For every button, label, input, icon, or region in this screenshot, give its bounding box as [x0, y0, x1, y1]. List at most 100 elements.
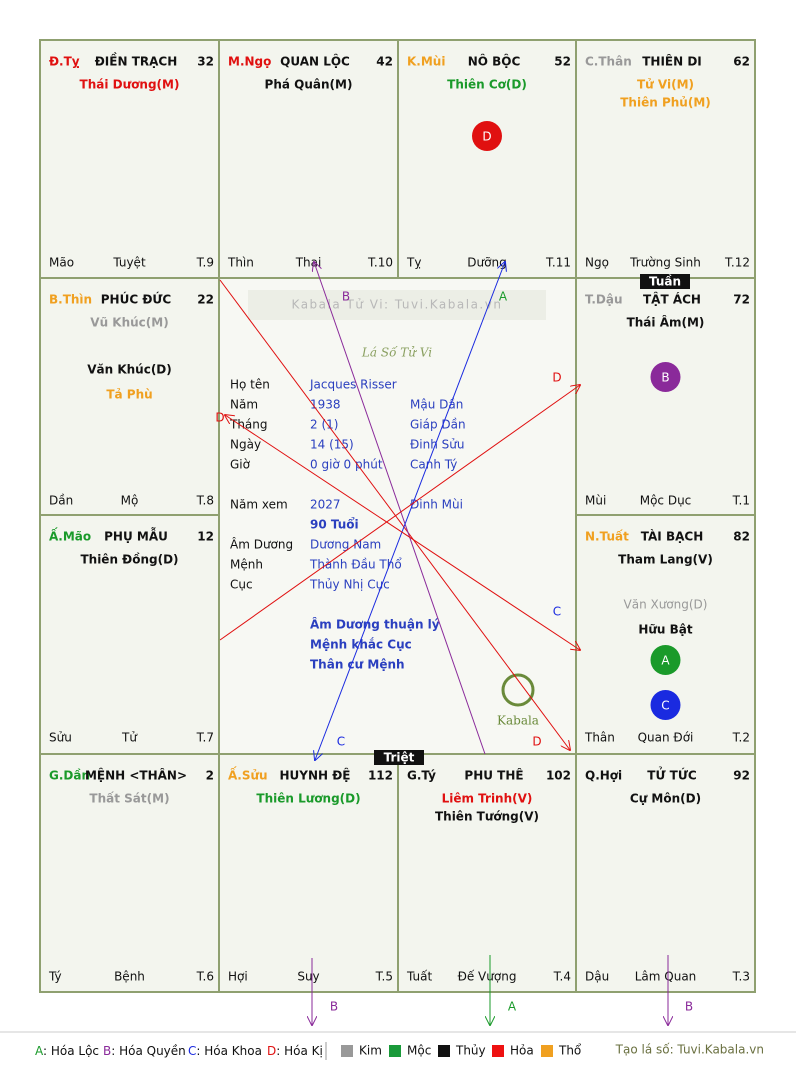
arrow	[225, 415, 580, 650]
palace-name: NÔ BỘC	[468, 54, 521, 69]
main-star: Phá Quân(M)	[265, 78, 353, 92]
main-star: Tử Vi(M)	[637, 78, 694, 92]
cell-stage: Đế Vượng	[458, 970, 517, 984]
stem: Ấ.Sửu	[228, 766, 268, 783]
stem: B.Thìn	[49, 293, 92, 307]
legend-text: : Hóa Quyền	[111, 1044, 186, 1058]
main-star: Thái Âm(M)	[627, 315, 705, 330]
palace-cell	[39, 277, 220, 516]
palace-cell	[397, 753, 577, 993]
palace-name: HUYNH ĐỆ	[280, 768, 351, 783]
element-name: Mộc	[407, 1044, 431, 1058]
arrow-label: D	[215, 411, 224, 425]
arrow-label: A	[499, 290, 508, 304]
stem: N.Tuất	[585, 530, 629, 544]
legend-letter: A	[35, 1044, 44, 1058]
cell-term: T.9	[196, 256, 214, 270]
badge-letter: C	[661, 699, 669, 713]
palace-name: PHÚC ĐỨC	[101, 292, 172, 307]
info-label: Âm Dương	[230, 537, 293, 552]
main-star: Cự Môn(D)	[630, 792, 701, 806]
element-swatch	[341, 1045, 353, 1057]
cell-branch: Mão	[49, 256, 74, 270]
palace-number: 62	[733, 55, 750, 69]
info-label: Ngày	[230, 438, 261, 452]
legend-letter: C	[188, 1044, 196, 1058]
palace-name: TỬ TỨC	[647, 767, 697, 783]
main-star: Tham Lang(V)	[618, 553, 713, 567]
stem: Ấ.Mão	[49, 527, 91, 544]
info-label: Họ tên	[230, 378, 270, 392]
main-star: Thiên Lương(D)	[256, 792, 360, 806]
element-name: Thổ	[558, 1044, 582, 1058]
stem: Đ.Tỵ	[49, 55, 80, 69]
palace-cell	[218, 753, 399, 993]
cell-stage: Tuyệt	[112, 256, 146, 270]
arrow-label: B	[330, 1000, 338, 1014]
palace-name: QUAN LỘC	[280, 54, 350, 69]
main-star: Thiên Cơ(D)	[447, 78, 527, 92]
palace-cell	[39, 39, 220, 279]
cell-stage: Thai	[295, 256, 322, 270]
info-label: Năm xem	[230, 498, 288, 512]
palace-name: TẬT ÁCH	[643, 292, 701, 307]
cell-branch: Tuất	[406, 970, 432, 984]
cell-term: T.8	[196, 494, 214, 508]
palace-number: 92	[733, 769, 750, 783]
main-star: Thái Dương(M)	[80, 78, 180, 92]
stem: K.Mùi	[407, 55, 445, 69]
palace-cell	[218, 39, 399, 279]
arrow-label: D	[532, 735, 541, 749]
legend-letter: D	[267, 1044, 276, 1058]
cell-stage: Mộc Dục	[640, 494, 692, 508]
palace-cell	[575, 277, 756, 516]
cell-branch: Tỵ	[406, 256, 421, 270]
cell-branch: Mùi	[585, 494, 606, 508]
badge-letter: D	[482, 130, 491, 144]
stem: M.Ngọ	[228, 55, 271, 69]
badge	[650, 690, 681, 720]
cell-term: T.2	[732, 731, 750, 745]
cell-stage: Suy	[297, 970, 319, 984]
cell-term: T.5	[375, 970, 393, 984]
main-star: Liêm Trinh(V)	[442, 792, 533, 806]
cell-branch: Thân	[584, 731, 615, 745]
legend-key: C: Hóa Khoa	[188, 1044, 262, 1058]
credit: Tạo lá số: Tuvi.Kabala.vn	[615, 1043, 764, 1057]
element-name: Hỏa	[510, 1044, 534, 1058]
palace-cell	[575, 39, 756, 279]
element-swatch	[492, 1045, 504, 1057]
palace-cell	[39, 514, 220, 755]
info-value: 2027	[310, 498, 341, 512]
palace-number: 42	[376, 55, 393, 69]
palace-number: 2	[206, 769, 214, 783]
cell-stage: Lâm Quan	[635, 970, 697, 984]
watermark: Kabala Tử Vi: Tuvi.Kabala.vn	[292, 298, 503, 312]
info-value: 1938	[310, 398, 341, 412]
info-value: 90 Tuổi	[310, 517, 359, 532]
main-star: Thất Sát(M)	[89, 792, 169, 806]
cell-stage: Bệnh	[114, 970, 145, 984]
info-extra: Mậu Dần	[410, 398, 463, 412]
arrow-label: B	[342, 290, 350, 304]
palace-number: 82	[733, 530, 750, 544]
cell-stage: Tử	[121, 731, 138, 745]
triet: Triệt	[384, 751, 415, 765]
stem: C.Thân	[585, 55, 632, 69]
palace-name: PHỤ MẪU	[104, 528, 168, 544]
main-star: Thiên Đồng(D)	[80, 553, 178, 567]
cell-term: T.1	[732, 494, 750, 508]
minor-star: Hữu Bật	[638, 623, 693, 637]
cell-branch: Dần	[49, 494, 73, 508]
info-label: Cục	[230, 578, 253, 592]
main-star: Thiên Phủ(M)	[620, 96, 711, 110]
palace-number: 32	[197, 55, 214, 69]
arrow-label: A	[508, 1000, 517, 1014]
palace-name: THIÊN DI	[642, 54, 702, 69]
note: Âm Dương thuận lý	[310, 617, 440, 632]
info-value: Thành Đầu Thổ	[309, 558, 402, 572]
arrow-label: B	[685, 1000, 693, 1014]
palace-number: 22	[197, 293, 214, 307]
info-label: Năm	[230, 398, 258, 412]
cell-stage: Quan Đới	[638, 731, 694, 745]
